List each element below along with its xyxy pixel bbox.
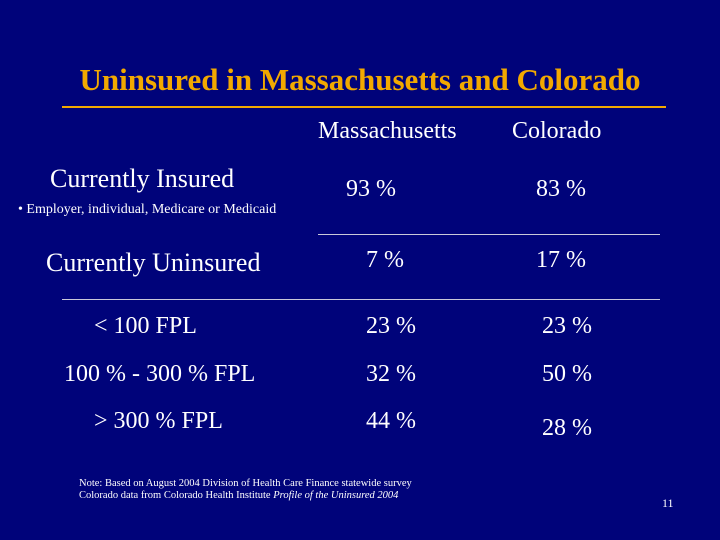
value-insured-massachusetts: 93 %: [346, 176, 396, 202]
source-note-publication-title: Profile of the Uninsured 2004: [273, 490, 399, 501]
value-uninsured-colorado: 17 %: [536, 247, 586, 273]
row-label-fpl-over-300: > 300 % FPL: [94, 408, 223, 434]
slide-title: Uninsured in Massachusetts and Colorado: [79, 62, 641, 97]
value-fpl-under-100-colorado: 23 %: [542, 313, 592, 339]
row-label-currently-insured: Currently Insured: [50, 164, 235, 193]
value-uninsured-massachusetts: 7 %: [366, 247, 404, 273]
source-note: Note: Based on August 2004 Division of H…: [79, 478, 454, 502]
source-note-line-1: Note: Based on August 2004 Division of H…: [79, 478, 412, 489]
value-fpl-over-300-massachusetts: 44 %: [366, 408, 416, 434]
source-note-line-2: Colorado data from Colorado Health Insti…: [79, 490, 454, 502]
column-header-massachusetts: Massachusetts: [318, 118, 457, 144]
value-fpl-100-300-colorado: 50 %: [542, 361, 592, 387]
row-label-fpl-100-300: 100 % - 300 % FPL: [64, 361, 256, 387]
row-label-currently-uninsured: Currently Uninsured: [46, 248, 261, 277]
title-underline: [62, 106, 666, 108]
divider-line: [318, 234, 660, 235]
source-note-line-2-text: Colorado data from Colorado Health Insti…: [79, 490, 274, 501]
divider-line: [62, 299, 660, 300]
value-fpl-under-100-massachusetts: 23 %: [366, 313, 416, 339]
column-header-colorado: Colorado: [512, 118, 602, 144]
row-sublabel-insured-sources: • Employer, individual, Medicare or Medi…: [18, 202, 277, 217]
row-label-fpl-under-100: < 100 FPL: [94, 313, 197, 339]
value-insured-colorado: 83 %: [536, 176, 586, 202]
page-number: 11: [662, 496, 674, 510]
value-fpl-100-300-massachusetts: 32 %: [366, 361, 416, 387]
value-fpl-over-300-colorado: 28 %: [542, 415, 592, 441]
